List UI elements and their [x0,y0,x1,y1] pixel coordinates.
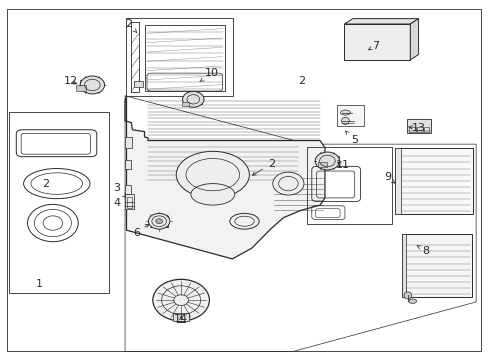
Bar [125,194,134,210]
Text: 14: 14 [174,314,188,324]
Bar [336,105,363,126]
Bar [401,234,406,297]
Ellipse shape [156,219,162,224]
Bar [317,162,327,167]
Bar [80,80,98,90]
Ellipse shape [315,152,339,170]
Bar [401,234,471,297]
Bar [145,25,224,91]
Bar [127,197,132,208]
Bar [394,148,472,214]
Text: 6: 6 [132,224,148,238]
Bar [125,137,132,148]
Bar [416,127,422,132]
Text: 8: 8 [416,246,428,256]
Text: 1: 1 [36,279,43,289]
Polygon shape [125,96,325,259]
Bar [394,148,400,214]
Bar [151,216,167,226]
Text: 2: 2 [297,76,305,86]
Text: 7: 7 [368,41,379,50]
Bar [134,81,142,87]
Text: 11: 11 [335,159,349,170]
Text: 2: 2 [252,159,274,175]
Text: 5: 5 [345,131,357,145]
Bar [125,160,131,169]
Text: 2: 2 [42,179,49,189]
Ellipse shape [182,91,203,107]
Bar [182,102,189,106]
Bar [344,24,409,60]
Text: 12: 12 [63,76,77,86]
Ellipse shape [408,299,416,303]
Text: 3: 3 [113,183,125,197]
Text: 13: 13 [408,123,425,133]
Ellipse shape [272,172,304,195]
Text: 2: 2 [124,19,137,32]
Ellipse shape [340,110,349,115]
Bar [173,314,188,320]
Polygon shape [344,19,418,24]
Bar [76,85,86,91]
Ellipse shape [153,279,209,321]
Bar [306,147,391,224]
Text: 9: 9 [383,172,394,183]
Polygon shape [409,19,418,60]
Bar [423,127,428,132]
Ellipse shape [176,151,249,198]
Bar [186,97,201,104]
Bar [408,127,415,132]
Text: 4: 4 [113,198,120,208]
Text: 10: 10 [199,68,219,82]
Bar [9,112,109,293]
Ellipse shape [341,117,348,125]
Ellipse shape [403,292,411,299]
Ellipse shape [190,184,234,205]
Bar [406,119,430,134]
Bar [125,185,131,194]
Ellipse shape [80,76,104,94]
Ellipse shape [148,213,169,229]
Bar [126,18,232,96]
Bar [321,156,338,166]
